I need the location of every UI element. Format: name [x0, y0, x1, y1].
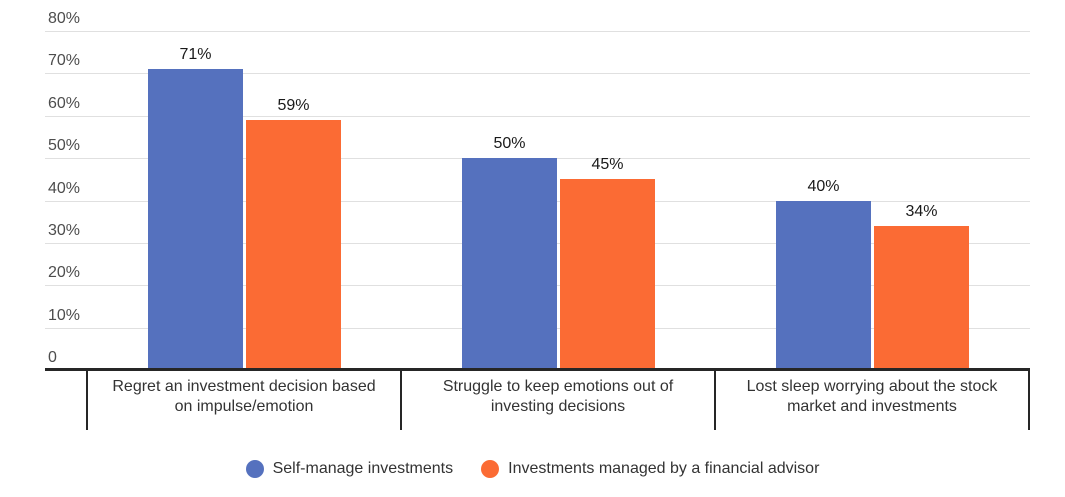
- y-axis-tick-label: 60%: [48, 95, 81, 112]
- legend-swatch-icon: [245, 460, 264, 478]
- y-axis-tick-label: 10%: [48, 307, 81, 324]
- y-axis-tick-label: 50%: [48, 137, 81, 154]
- gridline: [45, 73, 1030, 74]
- category-separator: [400, 369, 402, 430]
- bar-value-label: 71%: [179, 46, 212, 63]
- legend-label: Self-manage investments: [272, 460, 454, 477]
- legend-item-self-manage: Self-manage investments: [245, 460, 454, 478]
- bar-advisor: [246, 120, 341, 370]
- y-axis-tick-label: 40%: [48, 180, 81, 197]
- gridline: [45, 116, 1030, 117]
- category-label: Struggle to keep emotions out of investi…: [442, 378, 674, 415]
- bar-value-label: 40%: [807, 178, 840, 195]
- category-separator: [1028, 369, 1030, 430]
- bar-advisor: [874, 226, 969, 370]
- x-axis-line: [45, 368, 1030, 371]
- category-label: Regret an investment decision based on i…: [112, 378, 376, 415]
- chart-legend: Self-manage investments Investments manag…: [0, 456, 1065, 482]
- gridline: [45, 31, 1030, 32]
- category-label: Lost sleep worrying about the stock mark…: [746, 378, 998, 415]
- bar-self-manage: [148, 69, 243, 370]
- y-axis-tick-label: 0: [48, 349, 57, 366]
- bar-self-manage: [462, 158, 557, 370]
- bar-value-label: 59%: [277, 97, 310, 114]
- legend-swatch-icon: [481, 460, 500, 478]
- y-axis-tick-label: 80%: [48, 10, 81, 27]
- bar-value-label: 50%: [493, 135, 526, 152]
- legend-item-advisor: Investments managed by a financial advis…: [481, 460, 819, 478]
- y-axis-tick-label: 70%: [48, 52, 81, 69]
- y-axis-tick-label: 30%: [48, 222, 81, 239]
- bar-self-manage: [776, 201, 871, 371]
- category-separator: [714, 369, 716, 430]
- legend-label: Investments managed by a financial advis…: [508, 460, 820, 477]
- bar-value-label: 45%: [591, 156, 624, 173]
- y-axis-tick-label: 20%: [48, 264, 81, 281]
- category-separator: [86, 369, 88, 430]
- bar-advisor: [560, 179, 655, 370]
- bar-value-label: 34%: [905, 203, 938, 220]
